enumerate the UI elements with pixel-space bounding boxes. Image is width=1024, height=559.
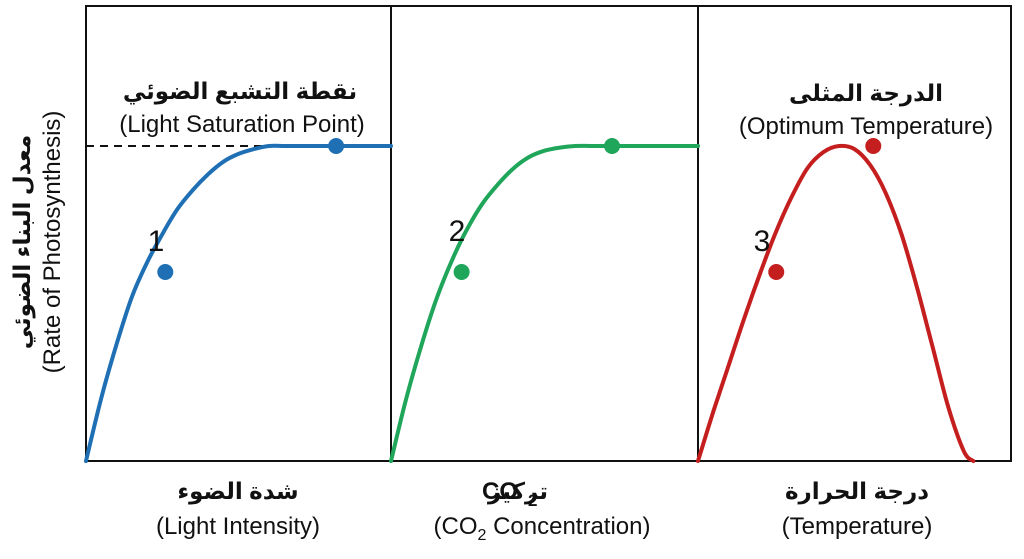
panel-light-frame [85,5,392,462]
co2-marker-label: 2 [449,215,466,248]
temp-xlabel-en: (Temperature) [782,513,933,540]
temp-annotation-en: (Optimum Temperature) [739,113,993,140]
light-xlabel-en: (Light Intensity) [156,513,320,540]
temp-point-3 [768,264,785,280]
co2-xlabel-en-sub: 2 [478,527,487,544]
co2-xlabel-en-post: Concentration) [486,513,650,540]
temp-optimum-point [865,138,882,154]
temp-xlabel-ar: درجة الحرارة [785,478,929,505]
y-axis-label-en: (Rate of Photosynthesis) [39,111,66,374]
light-curve [84,143,393,463]
panel-temp-frame [697,5,1012,462]
co2-xlabel-ar-word: تركيز [487,478,548,505]
light-saturation-point [328,138,345,154]
light-annotation-en: (Light Saturation Point) [119,111,364,138]
co2-xlabel-chem-sub: 2 [528,491,537,510]
panel-co2-frame [390,5,699,462]
co2-saturation-point [604,138,621,154]
y-axis-label-ar: معدل البناء الضوئي [9,135,36,349]
temp-curve [696,143,976,463]
co2-point-2 [453,264,470,280]
temp-annotation-ar: الدرجة المثلى [789,80,943,107]
co2-xlabel-chem: CO [482,478,518,505]
light-annotation-ar: نقطة التشبع الضوئي [123,78,357,105]
co2-curve [389,143,700,463]
temp-marker-label: 3 [754,225,771,258]
co2-xlabel-ar: تركيز CO 2 [482,478,548,510]
light-xlabel-ar: شدة الضوء [177,478,298,505]
co2-xlabel-en-pre: (CO [434,513,478,540]
light-marker-label: 1 [148,225,165,258]
light-point-1 [157,264,174,280]
co2-xlabel-en: (CO2 Concentration) [434,513,651,544]
